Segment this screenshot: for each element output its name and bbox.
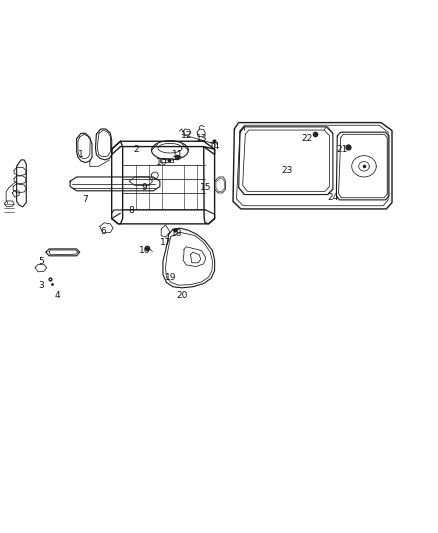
Text: 13: 13 — [196, 134, 207, 143]
Text: 16: 16 — [139, 246, 150, 255]
Text: 15: 15 — [200, 183, 212, 192]
Text: 23: 23 — [281, 166, 293, 175]
Text: 24: 24 — [327, 193, 339, 201]
Text: 18: 18 — [171, 229, 182, 238]
Text: 17: 17 — [160, 238, 171, 247]
Text: 21: 21 — [336, 145, 347, 154]
Text: 2: 2 — [133, 145, 138, 154]
Text: 11: 11 — [172, 150, 183, 159]
Text: 3: 3 — [39, 281, 45, 289]
Text: 9: 9 — [141, 183, 148, 192]
Text: 6: 6 — [100, 228, 106, 236]
Text: 1: 1 — [78, 150, 84, 159]
Text: 19: 19 — [165, 273, 177, 281]
Text: 8: 8 — [128, 206, 134, 215]
Text: 20: 20 — [176, 292, 187, 300]
Text: 4: 4 — [54, 292, 60, 300]
Text: 10: 10 — [156, 158, 168, 167]
Text: 5: 5 — [39, 257, 45, 265]
Text: 7: 7 — [82, 196, 88, 204]
Text: 22: 22 — [301, 134, 312, 143]
Text: 12: 12 — [180, 132, 192, 140]
Text: 14: 14 — [209, 142, 220, 151]
